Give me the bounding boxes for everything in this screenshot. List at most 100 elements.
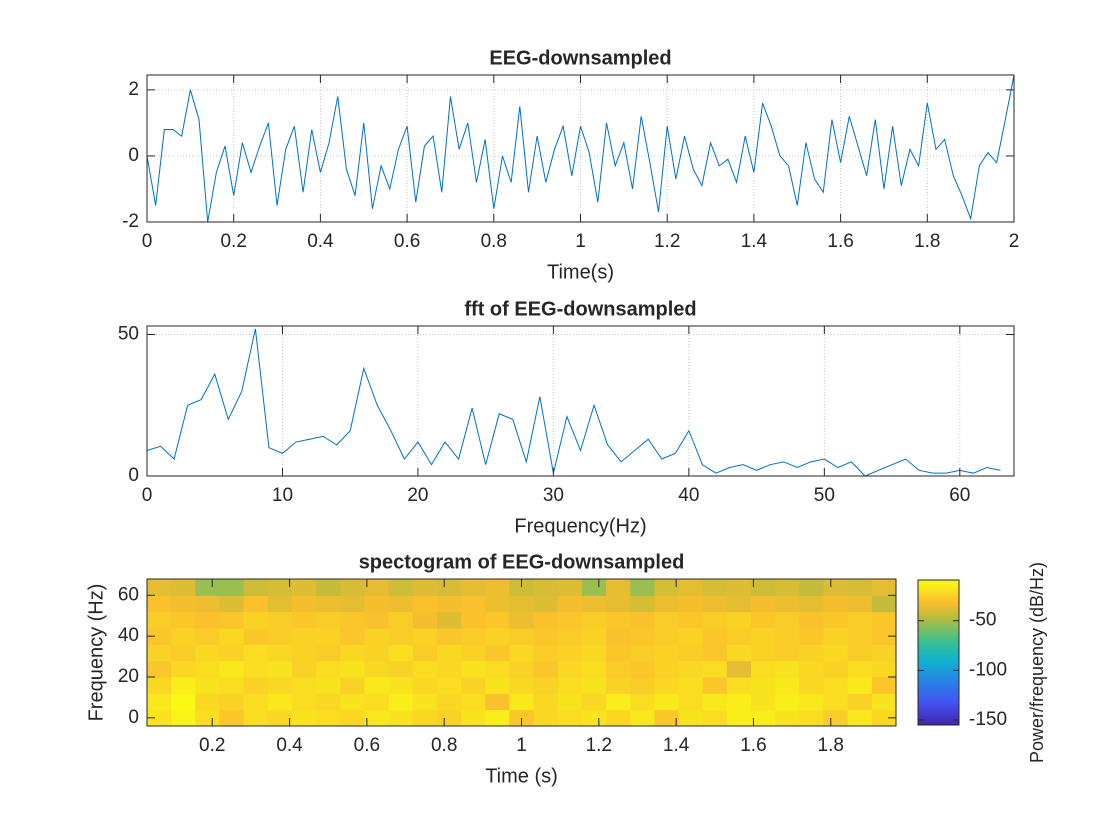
- heatmap-cell: [147, 693, 172, 711]
- heatmap-cell: [171, 579, 196, 596]
- heatmap-cell: [412, 644, 438, 662]
- heatmap-cell: [726, 628, 752, 645]
- heatmap-cell: [678, 660, 704, 678]
- heatmap-cell: [702, 693, 728, 711]
- colorbar-swatch: [918, 638, 959, 641]
- colorbar-swatch: [918, 714, 959, 717]
- heatmap-cell: [630, 644, 655, 662]
- heatmap-cell: [436, 693, 462, 711]
- heatmap-cell: [364, 595, 390, 613]
- heatmap-cell: [678, 677, 704, 694]
- x-tick-label: 10: [272, 485, 293, 506]
- y-tick-label: 50: [118, 324, 139, 345]
- heatmap-cell: [630, 611, 655, 629]
- heatmap-cell: [267, 693, 293, 711]
- heatmap-cell: [509, 644, 535, 662]
- heatmap-cell: [702, 677, 728, 694]
- y-tick-label: 0: [128, 707, 139, 728]
- colorbar-swatch: [918, 650, 959, 653]
- heatmap-cell: [678, 595, 704, 613]
- x-axis-label: Time(s): [547, 261, 614, 283]
- heatmap-cell: [195, 677, 220, 694]
- heatmap-cell: [654, 677, 680, 694]
- colorbar-tick-label: -50: [969, 610, 996, 631]
- colorbar-swatch: [918, 656, 959, 659]
- heatmap-cell: [606, 595, 631, 613]
- colorbar-swatch: [918, 667, 959, 670]
- heatmap-cell: [775, 595, 800, 613]
- heatmap-cell: [775, 611, 800, 629]
- colorbar-swatch: [918, 717, 959, 721]
- heatmap-cell: [436, 709, 462, 727]
- heatmap-cell: [630, 677, 655, 694]
- colorbar-tick-label: -100: [969, 659, 1007, 680]
- heatmap-cell: [823, 709, 849, 727]
- x-tick-label: 1.2: [654, 231, 680, 252]
- heatmap-cell: [726, 693, 752, 711]
- heatmap-cell: [461, 595, 486, 613]
- heatmap-cell: [775, 693, 800, 711]
- heatmap-cell: [147, 677, 172, 694]
- heatmap-cell: [171, 644, 196, 662]
- heatmap-cell: [219, 677, 245, 694]
- colorbar-swatch: [918, 697, 959, 701]
- x-tick-label: 0.2: [199, 735, 225, 756]
- heatmap-cell: [606, 644, 631, 662]
- heatmap-cell: [751, 677, 776, 694]
- heatmap-cell: [557, 579, 583, 596]
- x-tick-label: 50: [814, 485, 835, 506]
- heatmap-cell: [412, 628, 438, 645]
- axes-background: [147, 75, 1014, 222]
- heatmap-cell: [799, 595, 825, 613]
- heatmap-cell: [702, 709, 728, 727]
- heatmap-cell: [871, 677, 897, 694]
- heatmap-cell: [461, 628, 486, 645]
- y-tick-label: 2: [128, 79, 139, 100]
- heatmap-cell: [533, 595, 559, 613]
- heatmap-cell: [316, 595, 341, 613]
- colorbar-swatch: [918, 685, 959, 688]
- heatmap-cell: [364, 611, 390, 629]
- heatmap-cell: [412, 693, 438, 711]
- heatmap-cell: [847, 579, 873, 596]
- heatmap-cell: [557, 611, 583, 629]
- heatmap-cell: [799, 660, 825, 678]
- heatmap-cell: [195, 660, 220, 678]
- heatmap-cell: [751, 611, 776, 629]
- heatmap-cell: [219, 644, 245, 662]
- colorbar-swatch: [918, 596, 959, 599]
- colorbar-frame: [917, 579, 960, 726]
- heatmap-cell: [581, 611, 607, 629]
- heatmap-cell: [291, 709, 317, 727]
- colorbar-swatch: [918, 668, 959, 672]
- heatmap-cell: [243, 595, 269, 613]
- heatmap-cell: [678, 611, 704, 629]
- colorbar-swatch: [918, 612, 959, 615]
- heatmap-cell: [267, 677, 293, 694]
- heatmap-cell: [799, 611, 825, 629]
- y-tick-label: 0: [128, 465, 139, 486]
- heatmap-cell: [847, 628, 873, 645]
- heatmap-cell: [847, 644, 873, 662]
- heatmap-cell: [436, 595, 462, 613]
- heatmap-cell: [654, 693, 680, 711]
- heatmap-cell: [219, 595, 245, 613]
- colorbar-swatch: [918, 599, 959, 603]
- heatmap-cell: [316, 660, 341, 678]
- heatmap-cell: [533, 660, 559, 678]
- colorbar-swatch: [918, 710, 959, 713]
- heatmap-cell: [581, 693, 607, 711]
- heatmap-cell: [147, 644, 172, 662]
- heatmap-cell: [243, 693, 269, 711]
- heatmap-cell: [654, 595, 680, 613]
- colorbar-swatch: [918, 590, 959, 594]
- heatmap-cell: [847, 693, 873, 711]
- heatmap-cell: [630, 709, 655, 727]
- colorbar-swatch: [918, 696, 959, 699]
- colorbar-swatch: [918, 712, 959, 715]
- heatmap-cell: [630, 579, 655, 596]
- heatmap-cell: [195, 644, 220, 662]
- heatmap-cell: [678, 628, 704, 645]
- colorbar-swatch: [918, 647, 959, 650]
